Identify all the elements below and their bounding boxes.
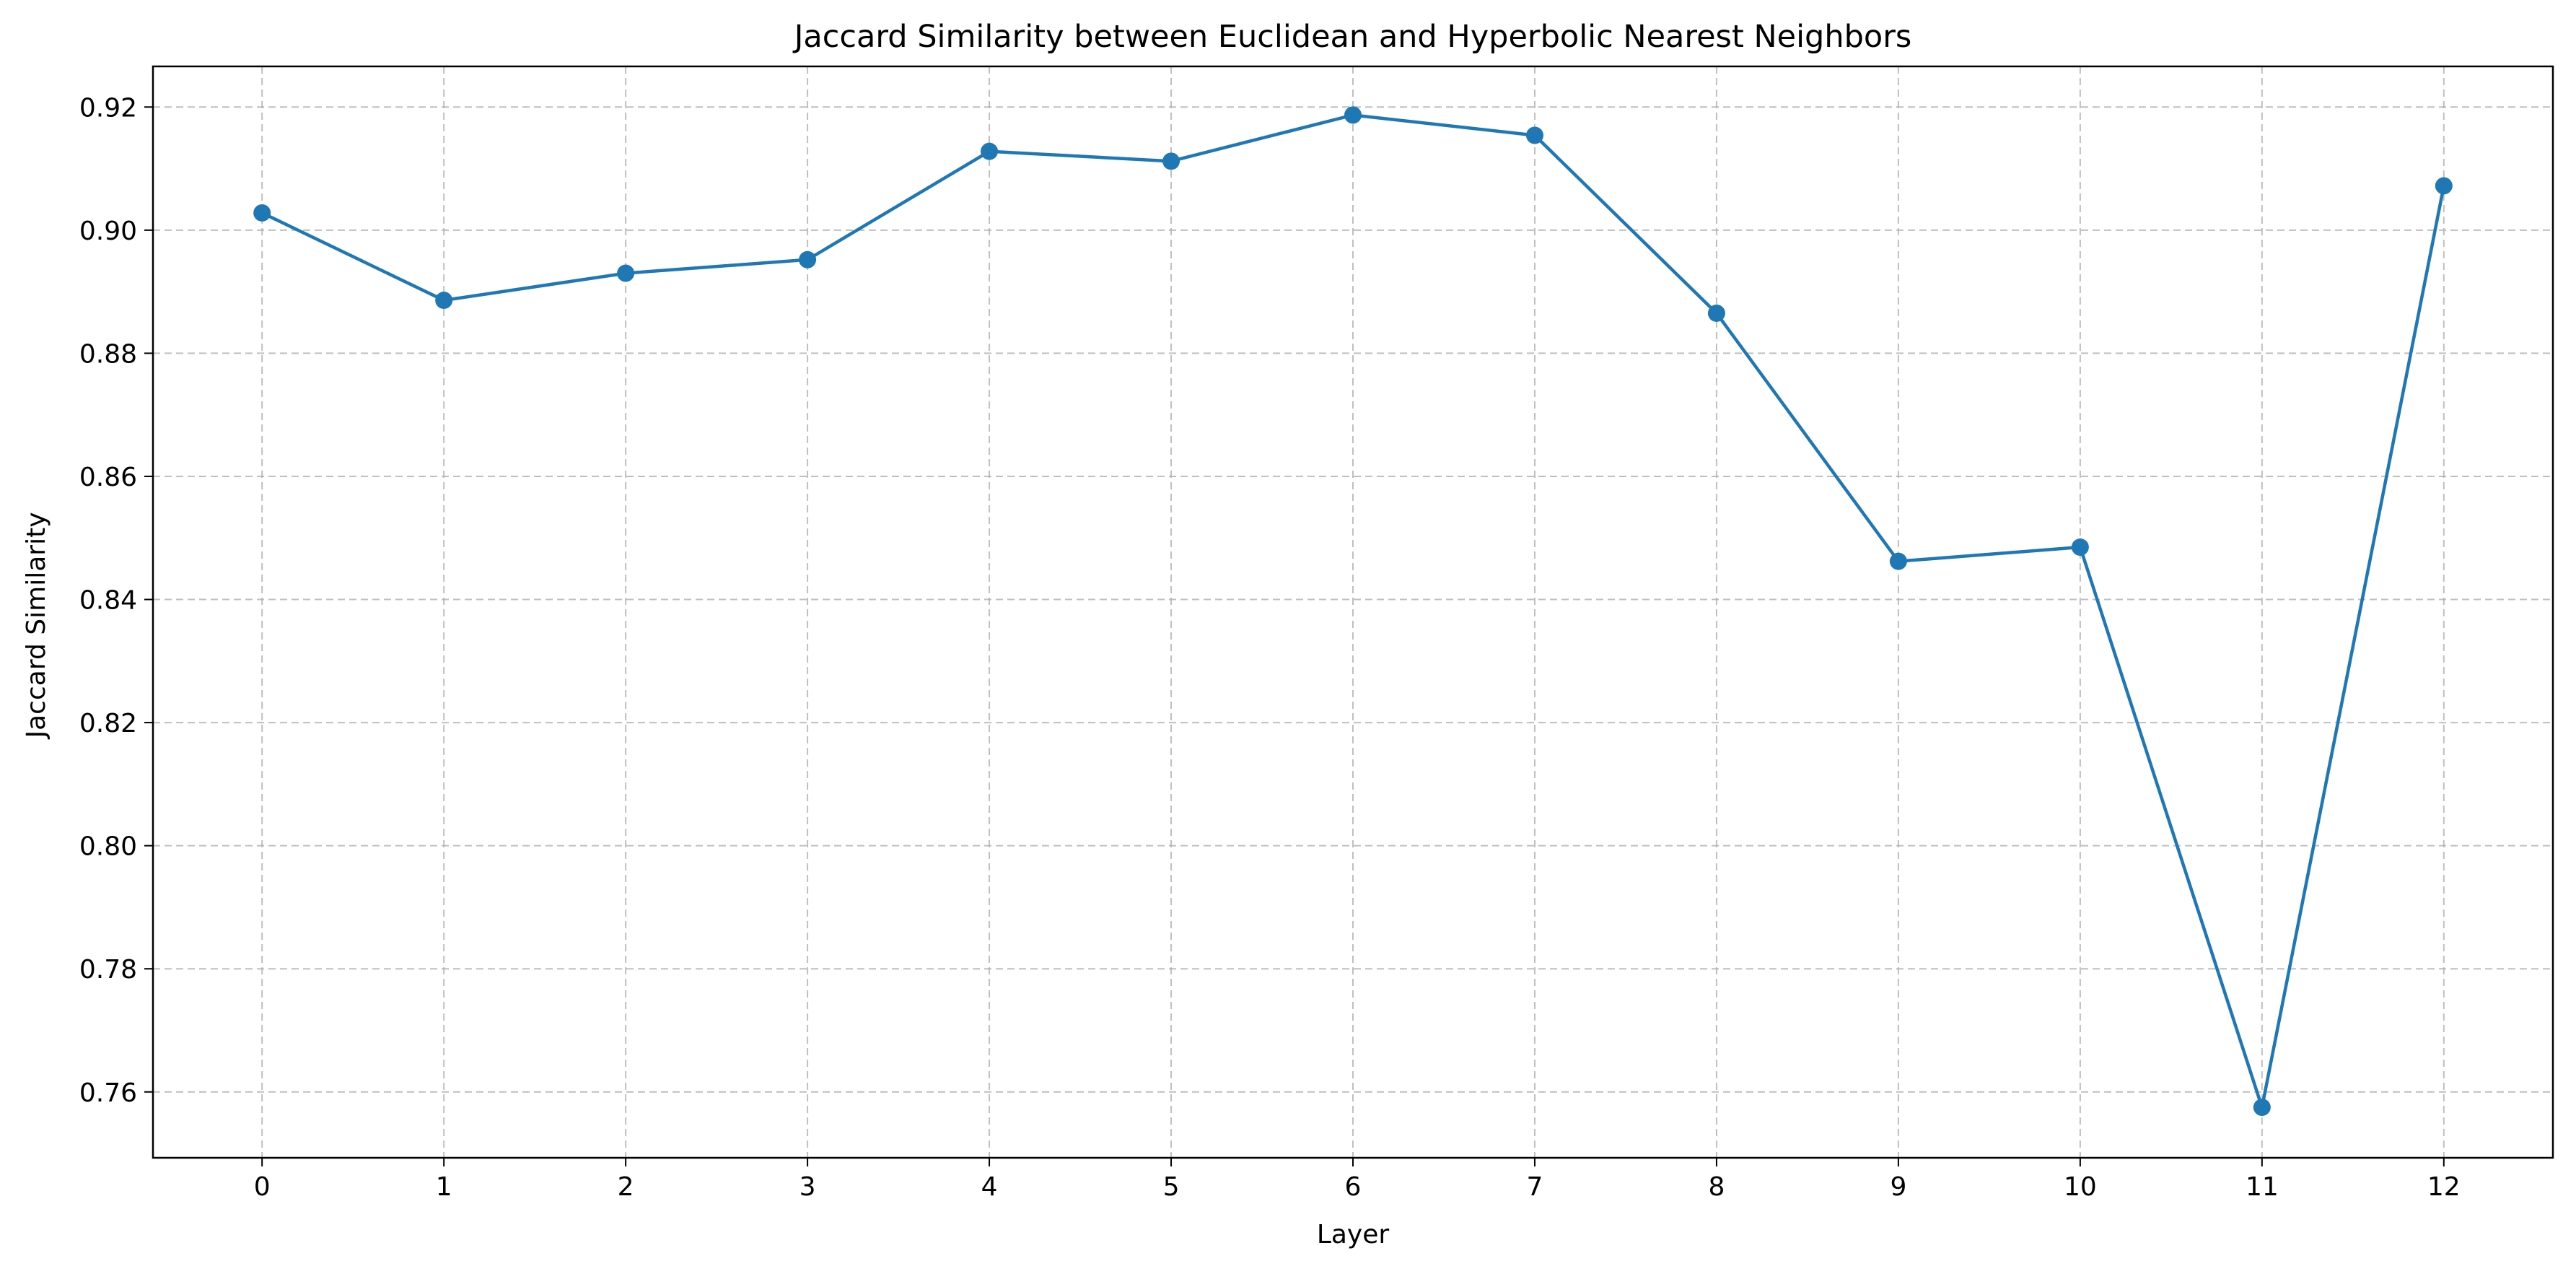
x-tick-label: 11 [2246, 1172, 2279, 1202]
x-axis-title: Layer [1317, 1220, 1390, 1249]
y-tick-label: 0.86 [79, 463, 137, 492]
y-tick-label: 0.92 [79, 93, 137, 123]
x-tick-label: 5 [1163, 1172, 1180, 1202]
y-tick-label: 0.90 [79, 217, 137, 246]
data-point-layer-10 [2071, 538, 2089, 557]
tick-labels: 0 1 2 3 4 5 6 7 8 9 10 11 120.760.780.800.820.840.86… [79, 93, 2461, 1202]
y-tick-label: 0.78 [79, 955, 137, 985]
x-tick-label: 6 [1345, 1172, 1362, 1202]
x-tick-label: 8 [1708, 1172, 1725, 1202]
y-tick-label: 0.76 [79, 1078, 137, 1108]
x-tick-label: 4 [981, 1172, 998, 1202]
y-tick-label: 0.82 [79, 709, 137, 738]
y-tick-label: 0.88 [79, 339, 137, 369]
data-point-layer-6 [1344, 106, 1362, 124]
x-tick-label: 10 [2064, 1172, 2097, 1202]
x-tick-label: 3 [799, 1172, 816, 1202]
data-point-layer-1 [435, 292, 453, 310]
data-point-layer-8 [1707, 304, 1725, 322]
x-tick-label: 0 [254, 1172, 271, 1202]
y-axis-title: Jaccard Similarity [22, 512, 51, 740]
x-tick-label: 7 [1527, 1172, 1543, 1202]
y-tick-label: 0.84 [79, 586, 137, 616]
x-tick-label: 12 [2427, 1172, 2461, 1202]
data-point-layer-11 [2253, 1099, 2271, 1117]
plot-frame [152, 65, 2554, 1159]
y-tick-label: 0.80 [79, 832, 137, 862]
data-point-layer-0 [253, 204, 271, 222]
chart-title: Jaccard Similarity between Euclidean and… [792, 19, 1912, 55]
data-point-layer-3 [799, 250, 817, 269]
axes [144, 65, 2554, 1166]
series-layer [253, 106, 2453, 1117]
x-tick-label: 9 [1890, 1172, 1906, 1202]
data-point-layer-7 [1525, 126, 1543, 144]
data-point-layer-4 [981, 142, 999, 160]
data-point-layer-12 [2435, 177, 2453, 195]
data-point-layer-5 [1162, 152, 1180, 170]
x-tick-label: 2 [618, 1172, 634, 1202]
grid-lines [153, 66, 2553, 1158]
data-point-layer-2 [617, 264, 635, 282]
data-point-layer-9 [1889, 552, 1907, 570]
x-tick-label: 1 [436, 1172, 452, 1202]
